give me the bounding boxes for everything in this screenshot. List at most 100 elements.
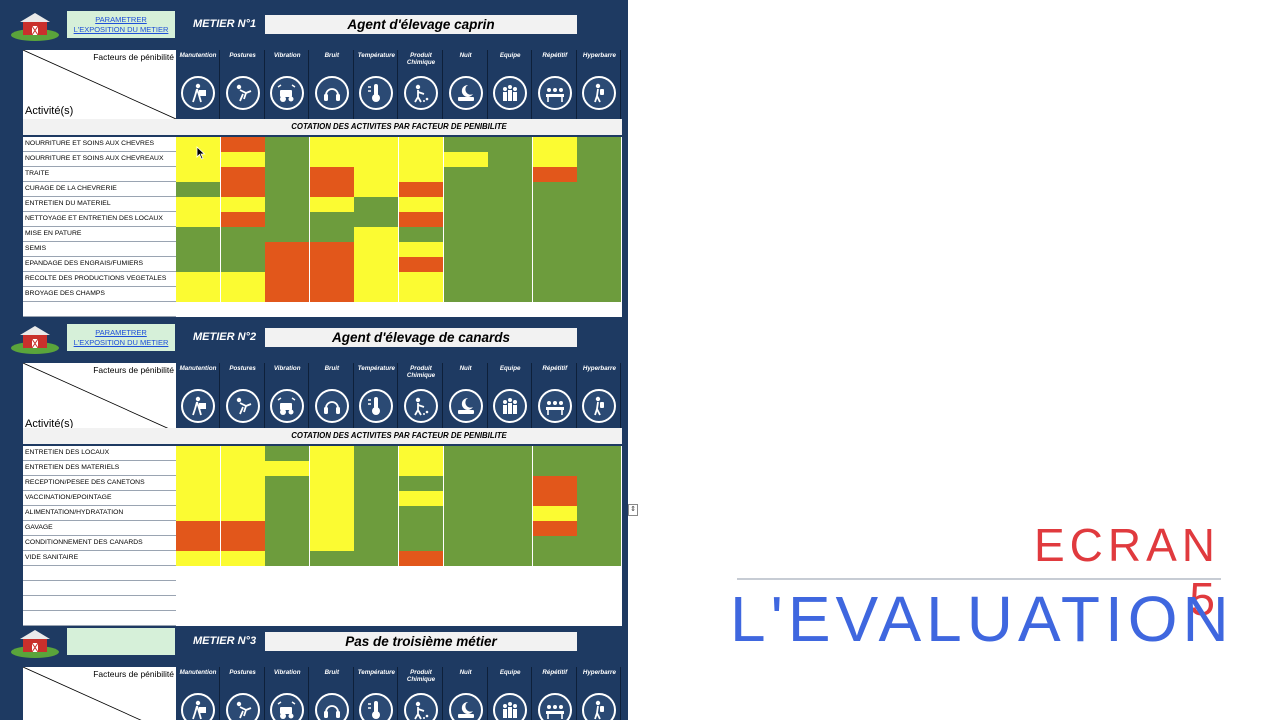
metier2-rating-cell[interactable] (488, 476, 533, 491)
metier2-rating-cell[interactable] (488, 521, 533, 536)
metier1-metier-title[interactable]: Agent d'élevage caprin (265, 15, 577, 34)
metier1-rating-cell[interactable] (265, 152, 310, 167)
metier1-activity-row[interactable]: SEMIS (23, 242, 176, 257)
metier2-rating-cell[interactable] (354, 551, 399, 566)
metier1-rating-cell[interactable] (532, 257, 577, 272)
metier1-rating-cell[interactable] (354, 287, 399, 302)
metier1-activity-row[interactable]: MISE EN PATURE (23, 227, 176, 242)
metier1-rating-cell[interactable] (354, 137, 399, 152)
metier1-rating-cell[interactable] (399, 227, 443, 242)
metier1-rating-cell[interactable] (309, 137, 354, 152)
metier2-activity-row[interactable] (23, 611, 176, 626)
metier1-rating-cell[interactable] (176, 212, 220, 227)
metier1-rating-cell[interactable] (265, 137, 310, 152)
metier2-rating-cell[interactable] (443, 461, 488, 476)
metier1-rating-cell[interactable] (443, 287, 488, 302)
metier1-rating-cell[interactable] (265, 287, 310, 302)
metier2-rating-cell[interactable] (265, 446, 310, 461)
metier1-rating-cell[interactable] (220, 197, 265, 212)
metier2-activity-row[interactable]: GAVAGE (23, 521, 176, 536)
metier2-activity-row[interactable]: ALIMENTATION/HYDRATATION (23, 506, 176, 521)
metier1-rating-cell[interactable] (176, 242, 220, 257)
metier1-rating-cell[interactable] (354, 152, 399, 167)
metier1-rating-cell[interactable] (176, 137, 220, 152)
metier1-rating-cell[interactable] (488, 152, 533, 167)
metier1-rating-cell[interactable] (488, 197, 533, 212)
metier2-rating-cell[interactable] (577, 551, 622, 566)
metier1-rating-cell[interactable] (399, 272, 443, 287)
metier1-rating-cell[interactable] (443, 197, 488, 212)
metier1-rating-cell[interactable] (309, 227, 354, 242)
metier1-rating-cell[interactable] (309, 197, 354, 212)
metier1-rating-cell[interactable] (354, 197, 399, 212)
metier1-rating-cell[interactable] (220, 257, 265, 272)
metier1-activity-row[interactable]: TRAITE (23, 167, 176, 182)
metier2-rating-cell[interactable] (532, 506, 577, 521)
metier2-rating-cell[interactable] (309, 461, 354, 476)
metier1-rating-cell[interactable] (309, 152, 354, 167)
metier1-rating-cell[interactable] (309, 287, 354, 302)
metier2-rating-cell[interactable] (399, 446, 443, 461)
metier1-rating-cell[interactable] (176, 182, 220, 197)
metier1-rating-cell[interactable] (399, 182, 443, 197)
metier2-rating-cell[interactable] (309, 551, 354, 566)
metier2-rating-cell[interactable] (220, 446, 265, 461)
metier1-activity-row[interactable]: BROYAGE DES CHAMPS (23, 287, 176, 302)
metier2-rating-cell[interactable] (532, 536, 577, 551)
metier2-rating-cell[interactable] (577, 521, 622, 536)
metier1-rating-cell[interactable] (220, 152, 265, 167)
metier1-rating-cell[interactable] (176, 227, 220, 242)
metier1-rating-cell[interactable] (399, 167, 443, 182)
metier1-rating-cell[interactable] (577, 197, 622, 212)
metier1-rating-cell[interactable] (532, 152, 577, 167)
metier1-rating-cell[interactable] (354, 167, 399, 182)
metier1-rating-cell[interactable] (488, 272, 533, 287)
metier1-rating-cell[interactable] (532, 242, 577, 257)
metier1-rating-cell[interactable] (265, 197, 310, 212)
metier1-activity-row[interactable]: NETTOYAGE ET ENTRETIEN DES LOCAUX (23, 212, 176, 227)
metier1-rating-cell[interactable] (354, 212, 399, 227)
metier2-rating-cell[interactable] (220, 506, 265, 521)
metier1-rating-cell[interactable] (265, 212, 310, 227)
metier1-rating-cell[interactable] (443, 182, 488, 197)
metier1-rating-cell[interactable] (443, 257, 488, 272)
metier1-rating-cell[interactable] (265, 227, 310, 242)
metier1-rating-cell[interactable] (399, 242, 443, 257)
metier2-rating-cell[interactable] (488, 461, 533, 476)
metier2-rating-cell[interactable] (220, 476, 265, 491)
metier1-rating-cell[interactable] (265, 272, 310, 287)
metier1-rating-cell[interactable] (354, 182, 399, 197)
metier1-rating-cell[interactable] (220, 227, 265, 242)
metier2-rating-cell[interactable] (488, 446, 533, 461)
metier3-param-exposition-button[interactable] (67, 628, 175, 655)
metier1-rating-cell[interactable] (577, 212, 622, 227)
metier1-rating-cell[interactable] (488, 257, 533, 272)
metier2-metier-title[interactable]: Agent d'élevage de canards (265, 328, 577, 347)
metier2-rating-cell[interactable] (176, 536, 220, 551)
metier2-rating-cell[interactable] (176, 461, 220, 476)
metier2-activity-row[interactable]: ENTRETIEN DES MATERIELS (23, 461, 176, 476)
metier2-rating-cell[interactable] (265, 506, 310, 521)
metier2-rating-cell[interactable] (176, 521, 220, 536)
metier2-rating-cell[interactable] (532, 491, 577, 506)
metier1-rating-cell[interactable] (220, 212, 265, 227)
metier1-rating-cell[interactable] (577, 257, 622, 272)
metier2-rating-cell[interactable] (443, 491, 488, 506)
metier1-rating-cell[interactable] (309, 272, 354, 287)
metier1-rating-cell[interactable] (532, 287, 577, 302)
metier2-rating-cell[interactable] (399, 506, 443, 521)
metier2-activity-row[interactable] (23, 596, 176, 611)
metier1-rating-cell[interactable] (220, 242, 265, 257)
metier1-rating-cell[interactable] (399, 257, 443, 272)
metier2-param-exposition-button[interactable]: PARAMETRER L'EXPOSITION DU METIER (67, 324, 175, 351)
metier2-rating-cell[interactable] (577, 476, 622, 491)
metier2-rating-cell[interactable] (176, 506, 220, 521)
metier1-rating-cell[interactable] (309, 257, 354, 272)
metier1-rating-cell[interactable] (399, 137, 443, 152)
metier1-rating-cell[interactable] (309, 167, 354, 182)
metier2-rating-cell[interactable] (220, 461, 265, 476)
metier1-rating-cell[interactable] (265, 182, 310, 197)
metier1-rating-cell[interactable] (220, 182, 265, 197)
metier1-rating-cell[interactable] (532, 212, 577, 227)
metier1-rating-cell[interactable] (532, 137, 577, 152)
